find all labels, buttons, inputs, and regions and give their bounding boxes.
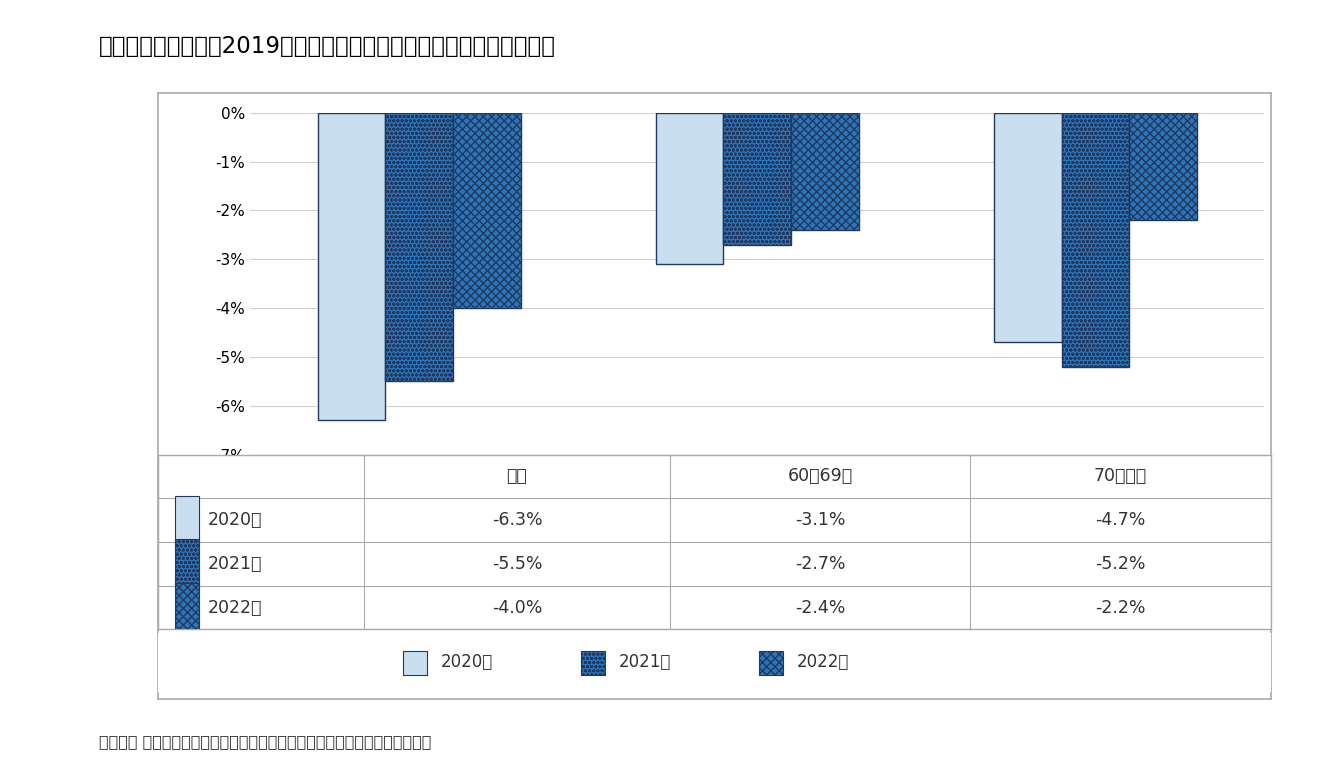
Bar [175, 583, 199, 632]
Bar [723, 113, 792, 245]
Text: -3.1%: -3.1% [795, 511, 846, 529]
Text: （資料） 総務省「家計調査」（総世帯）、「消費者物価指数」より筆者作成: （資料） 総務省「家計調査」（総世帯）、「消費者物価指数」より筆者作成 [99, 734, 431, 749]
Bar [317, 113, 386, 420]
Text: 図表４　コロナ前（2019年）と比べた消費支出全体の変化率（実質）: 図表４ コロナ前（2019年）と比べた消費支出全体の変化率（実質） [99, 35, 556, 58]
Text: 平均: 平均 [507, 468, 527, 486]
Bar [759, 651, 784, 675]
Text: 2021年: 2021年 [208, 555, 262, 573]
Text: -5.2%: -5.2% [1096, 555, 1146, 573]
Text: -2.4%: -2.4% [795, 598, 846, 616]
Text: 70歳以上: 70歳以上 [1094, 468, 1147, 486]
Bar [792, 113, 859, 230]
Text: 2021年: 2021年 [619, 653, 672, 671]
Text: -5.5%: -5.5% [491, 555, 543, 573]
Text: -4.0%: -4.0% [491, 598, 543, 616]
Text: -2.7%: -2.7% [795, 555, 846, 573]
Bar [994, 113, 1062, 342]
Bar [453, 113, 520, 308]
Text: -2.2%: -2.2% [1096, 598, 1146, 616]
Text: 2020年: 2020年 [208, 511, 262, 529]
Bar [656, 113, 723, 264]
Bar [581, 651, 606, 675]
Text: -4.7%: -4.7% [1096, 511, 1146, 529]
Bar [1129, 113, 1197, 220]
Bar [386, 113, 453, 382]
Text: 2022年: 2022年 [797, 653, 849, 671]
Text: -6.3%: -6.3% [491, 511, 543, 529]
Bar [1062, 113, 1129, 367]
Text: 2022年: 2022年 [208, 598, 262, 616]
Bar [175, 496, 199, 545]
Text: 60～69歳: 60～69歳 [788, 468, 852, 486]
Bar [175, 539, 199, 588]
Bar [403, 651, 427, 675]
Text: 2020年: 2020年 [441, 653, 493, 671]
